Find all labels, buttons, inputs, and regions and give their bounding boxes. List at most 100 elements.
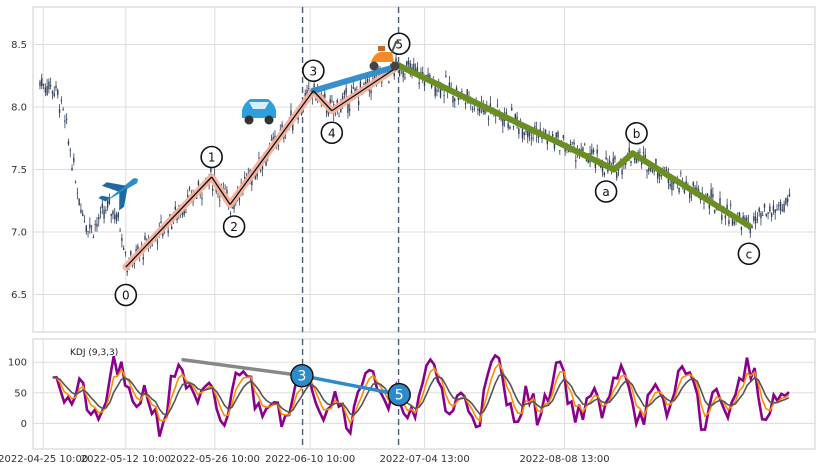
- candle-body: [537, 135, 540, 138]
- candle-body: [350, 90, 353, 96]
- candle-body: [427, 73, 429, 78]
- candle-body: [616, 171, 618, 179]
- candle-body: [96, 223, 98, 227]
- candle-body: [553, 142, 556, 149]
- candle-body: [258, 157, 260, 159]
- wave-label-text: a: [602, 185, 609, 199]
- elliott-waves: [122, 62, 752, 271]
- candle-body: [325, 110, 328, 113]
- candle-body: [785, 198, 787, 205]
- candle-body: [673, 181, 675, 184]
- candle-body: [678, 187, 680, 193]
- candle-body: [185, 212, 187, 214]
- candle-body: [582, 147, 584, 152]
- candle-body: [82, 213, 84, 216]
- candle-body: [657, 172, 659, 179]
- impulse-wave-line: [211, 176, 231, 205]
- candle-body: [117, 212, 120, 218]
- candle-body: [251, 177, 253, 186]
- candle-body: [393, 71, 395, 77]
- candle-body: [605, 157, 607, 160]
- candle-body: [110, 213, 112, 217]
- candle-body: [363, 83, 365, 86]
- candle-body: [585, 158, 588, 162]
- candle-body: [126, 270, 128, 273]
- candle-body: [94, 224, 96, 225]
- candle-body: [308, 88, 310, 89]
- candle-body: [331, 100, 333, 102]
- candle-body: [601, 166, 604, 172]
- corrective-wave-line: [611, 150, 636, 173]
- kdj-y-tick: 50: [14, 388, 27, 399]
- candle-body: [461, 90, 463, 92]
- candle-body: [511, 107, 513, 111]
- candle-body: [587, 160, 589, 163]
- candle-body: [584, 144, 586, 146]
- candle-body: [306, 90, 308, 96]
- candle-body: [653, 170, 655, 172]
- candle-body: [99, 211, 102, 213]
- candle-body: [413, 63, 415, 73]
- candle-body: [49, 84, 52, 87]
- candle-body: [121, 238, 123, 241]
- impulse-wave-line: [229, 90, 314, 205]
- candle-body: [642, 152, 645, 153]
- candle-body: [397, 61, 399, 63]
- wave-label-text: b: [633, 127, 641, 141]
- candle-body: [612, 158, 614, 165]
- candle-body: [689, 192, 691, 199]
- candle-body: [692, 181, 695, 187]
- candle-body: [630, 161, 632, 163]
- candle-body: [487, 118, 490, 120]
- candle-body: [281, 124, 283, 128]
- candle-body: [60, 99, 63, 102]
- candle-body: [781, 209, 784, 211]
- candle-body: [738, 213, 741, 218]
- candle-body: [596, 149, 598, 154]
- kdj-divergence-line: [300, 373, 401, 397]
- candle-body: [64, 120, 66, 122]
- wave-label-text: 0: [122, 289, 130, 303]
- x-tick-label: 2022-04-25 10:00: [0, 454, 88, 465]
- kdj-j-line: [52, 353, 790, 437]
- candle-body: [742, 215, 744, 219]
- candle-body: [731, 219, 734, 226]
- candle-body: [338, 116, 340, 117]
- candle-body: [130, 250, 132, 255]
- kdj-marker-label: 5: [395, 388, 404, 404]
- candle-body: [660, 175, 662, 177]
- candle-body: [457, 97, 460, 100]
- candle-body: [201, 197, 203, 200]
- candle-body: [712, 194, 714, 198]
- x-tick-label: 2022-05-12 10:00: [81, 454, 171, 465]
- kdj-divergence-line: [181, 358, 304, 378]
- candle-body: [514, 114, 516, 121]
- candle-body: [254, 172, 257, 180]
- candle-body: [144, 235, 146, 240]
- candle-body: [756, 219, 759, 220]
- candle-body: [478, 106, 481, 113]
- corrective-wave-line: [629, 150, 752, 229]
- candle-body: [454, 98, 456, 102]
- x-tick-label: 2022-08-08 13:00: [519, 454, 609, 465]
- candle-body: [211, 188, 214, 191]
- candle-body: [728, 220, 730, 224]
- corrective-wave-line: [396, 62, 618, 173]
- candle-body: [402, 71, 404, 78]
- candle-body: [646, 170, 648, 172]
- candle-body: [770, 213, 773, 217]
- candle-body: [119, 230, 121, 232]
- kdj-title: KDJ (9,3,3): [70, 348, 118, 358]
- candle-body: [210, 166, 212, 172]
- candle-body: [751, 226, 753, 229]
- candle-body: [171, 226, 173, 229]
- candle-body: [92, 236, 95, 239]
- candle-body: [737, 212, 739, 214]
- candle-body: [434, 86, 436, 96]
- candle-body: [352, 86, 355, 89]
- kdj-d-line: [52, 372, 790, 417]
- candle-body: [697, 189, 700, 192]
- candle-body: [324, 93, 326, 98]
- candle-body: [48, 81, 50, 90]
- candle-body: [142, 257, 144, 260]
